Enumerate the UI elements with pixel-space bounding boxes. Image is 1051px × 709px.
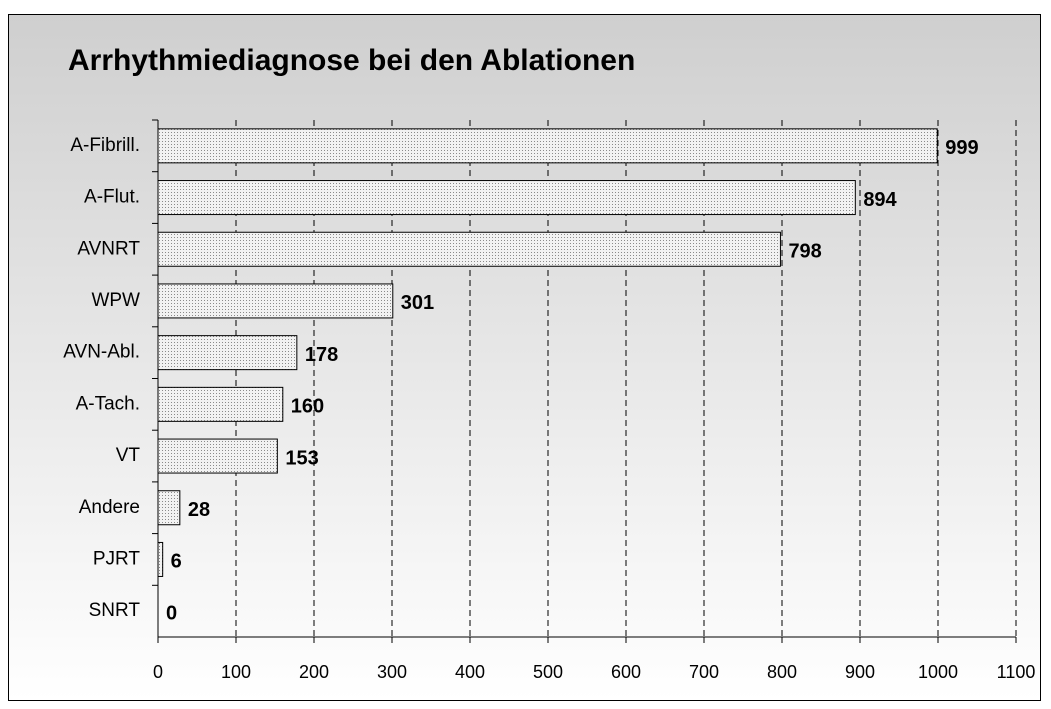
x-tick-label: 1000 bbox=[918, 662, 958, 682]
y-tick-label: WPW bbox=[91, 290, 140, 311]
x-tick-label: 500 bbox=[533, 662, 563, 682]
y-tick-label: A-Fibrill. bbox=[70, 135, 140, 156]
value-label: 178 bbox=[305, 344, 338, 366]
value-label: 153 bbox=[285, 447, 318, 469]
y-tick-label: A-Tach. bbox=[76, 393, 140, 414]
x-tick-label: 300 bbox=[377, 662, 407, 682]
bar bbox=[157, 438, 278, 474]
y-tick-label: PJRT bbox=[93, 548, 141, 569]
chart-title: Arrhythmiediagnose bei den Ablationen bbox=[68, 44, 635, 77]
x-tick-label: 900 bbox=[845, 662, 875, 682]
x-tick-label: 200 bbox=[299, 662, 329, 682]
bar bbox=[157, 128, 938, 164]
y-tick-label: AVNRT bbox=[77, 238, 140, 259]
value-label: 301 bbox=[401, 292, 434, 314]
y-tick-label: VT bbox=[116, 445, 141, 466]
x-tick-label: 800 bbox=[767, 662, 797, 682]
bar bbox=[157, 231, 781, 267]
bar bbox=[157, 541, 164, 577]
y-tick-label: A-Flut. bbox=[84, 187, 140, 208]
y-tick-label: AVN-Abl. bbox=[63, 342, 140, 363]
value-label: 999 bbox=[945, 137, 978, 159]
value-label: 0 bbox=[166, 602, 177, 624]
x-tick-label: 1100 bbox=[997, 662, 1036, 682]
value-label: 160 bbox=[291, 396, 324, 418]
bar bbox=[157, 386, 284, 422]
value-label: 28 bbox=[188, 499, 210, 521]
x-tick-label: 400 bbox=[455, 662, 485, 682]
value-label: 6 bbox=[171, 551, 182, 573]
bar bbox=[157, 283, 394, 319]
value-label: 798 bbox=[788, 241, 821, 263]
y-tick-label: SNRT bbox=[89, 600, 141, 621]
x-tick-label: 100 bbox=[221, 662, 251, 682]
x-tick-label: 0 bbox=[153, 662, 163, 682]
bar bbox=[157, 490, 181, 526]
value-label: 894 bbox=[863, 189, 897, 211]
x-tick-label: 600 bbox=[611, 662, 641, 682]
y-tick-label: Andere bbox=[79, 497, 140, 518]
bar bbox=[157, 180, 856, 216]
bar bbox=[157, 335, 298, 371]
x-tick-label: 700 bbox=[689, 662, 719, 682]
